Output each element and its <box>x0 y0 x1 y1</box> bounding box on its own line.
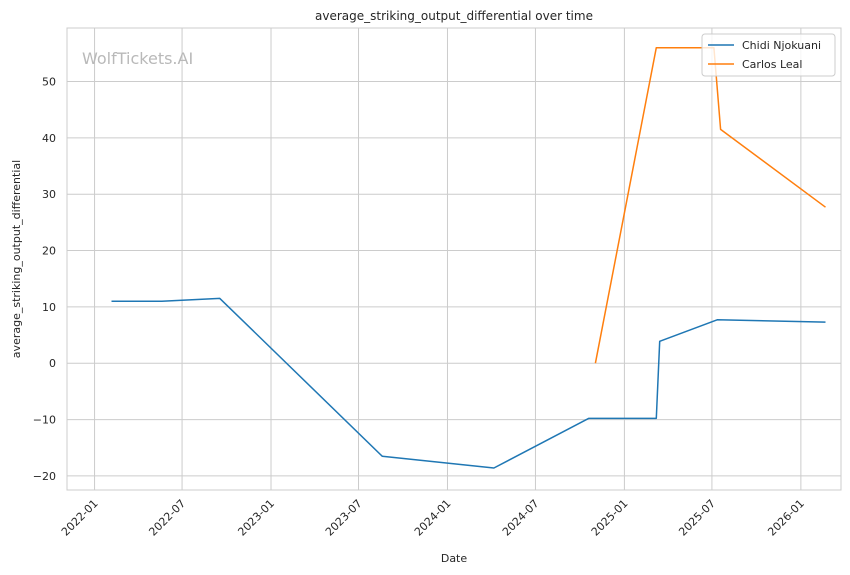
y-tick-label: 50 <box>42 76 56 89</box>
y-tick-label: 10 <box>42 301 56 314</box>
y-tick-label: 0 <box>49 357 56 370</box>
watermark: WolfTickets.AI <box>82 49 193 68</box>
x-tick-label: 2026-01 <box>765 497 807 539</box>
y-tick-label: 40 <box>42 132 56 145</box>
x-tick-label: 2023-01 <box>235 497 277 539</box>
y-tick-label: 30 <box>42 188 56 201</box>
legend: Chidi Njokuani Carlos Leal <box>701 33 836 77</box>
series-line-chidi-njokuani <box>111 297 826 469</box>
y-axis-title: average_striking_output_differential <box>10 160 23 358</box>
chart-title: average_striking_output_differential ove… <box>315 9 593 23</box>
x-tick-label: 2022-07 <box>146 497 188 539</box>
y-tick-labels: −20 −10 0 10 20 30 40 50 <box>33 76 56 483</box>
grid-lines <box>67 28 841 490</box>
legend-label-chidi-njokuani: Chidi Njokuani <box>742 39 821 52</box>
y-tick-label: −10 <box>33 414 56 427</box>
x-tick-label: 2022-01 <box>59 497 101 539</box>
x-tick-label: 2024-07 <box>500 497 542 539</box>
x-tick-label: 2023-07 <box>323 497 365 539</box>
plot-area <box>67 28 841 490</box>
x-tick-label: 2024-01 <box>412 497 454 539</box>
x-tick-label: 2025-07 <box>676 497 718 539</box>
x-axis-title: Date <box>441 552 468 565</box>
x-tick-label: 2025-01 <box>589 497 631 539</box>
y-tick-label: −20 <box>33 470 56 483</box>
plot-frame <box>66 27 842 491</box>
y-tick-label: 20 <box>42 245 56 258</box>
x-tick-labels: 2022-01 2022-07 2023-01 2023-07 2024-01 2024-… <box>59 497 807 539</box>
legend-label-carlos-leal: Carlos Leal <box>742 58 802 71</box>
legend-box <box>701 33 836 77</box>
